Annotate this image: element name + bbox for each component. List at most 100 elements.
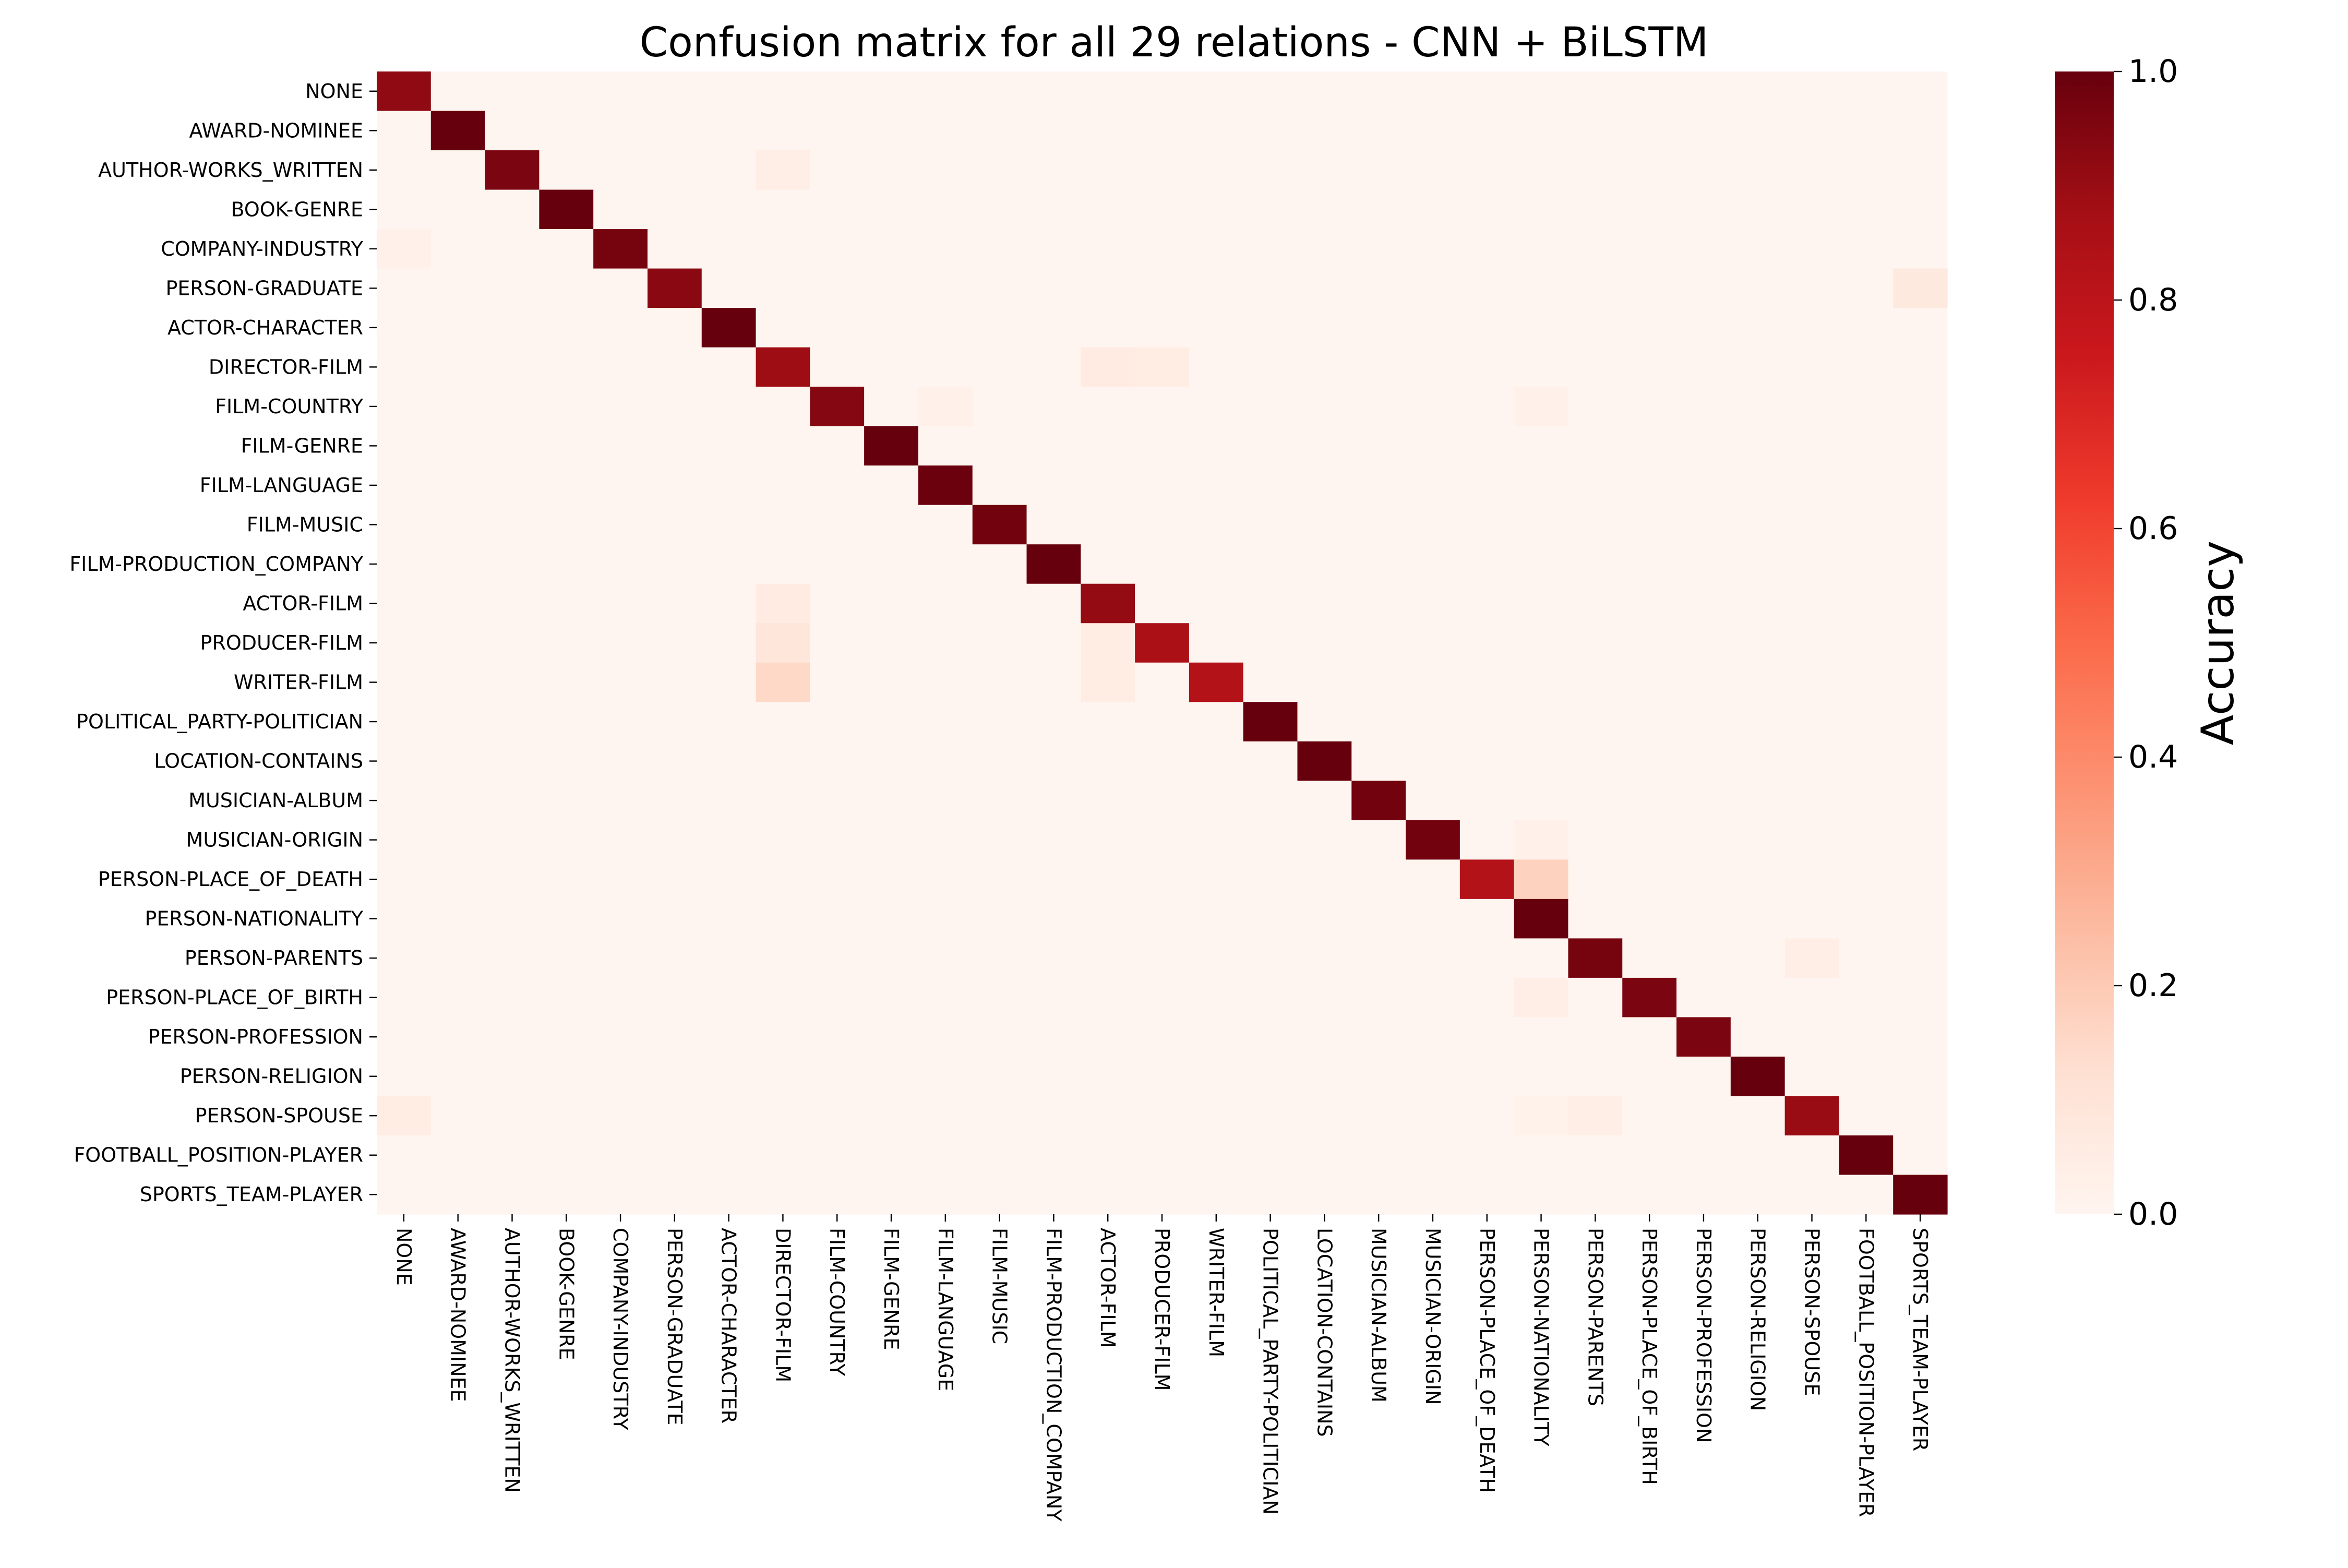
heatmap-cell bbox=[1189, 820, 1244, 860]
heatmap-cell bbox=[1026, 977, 1081, 1018]
heatmap-cell bbox=[593, 859, 648, 900]
heatmap-cell bbox=[1568, 662, 1623, 702]
heatmap-cell bbox=[1676, 268, 1731, 308]
heatmap-cell bbox=[485, 623, 540, 663]
heatmap-cell bbox=[972, 465, 1027, 506]
heatmap-cell bbox=[1730, 977, 1786, 1018]
heatmap-cell bbox=[539, 71, 594, 112]
heatmap-cell bbox=[972, 229, 1027, 269]
heatmap-cell bbox=[647, 820, 702, 860]
heatmap-cell bbox=[1351, 741, 1406, 781]
heatmap-cell bbox=[377, 465, 432, 506]
heatmap-cell bbox=[1459, 859, 1515, 900]
heatmap-cell bbox=[918, 150, 973, 190]
y-tick-label: SPORTS_TEAM-PLAYER bbox=[140, 1183, 363, 1206]
heatmap-cell bbox=[1730, 71, 1786, 112]
heatmap-cell bbox=[810, 465, 865, 506]
heatmap-cell bbox=[1243, 938, 1298, 978]
heatmap-cell bbox=[810, 505, 865, 545]
heatmap-cell bbox=[1406, 623, 1460, 663]
heatmap-cell bbox=[430, 938, 486, 978]
heatmap-cell bbox=[1622, 505, 1677, 545]
y-tick-label: AWARD-NOMINEE bbox=[189, 119, 363, 142]
heatmap-cell bbox=[485, 1135, 540, 1176]
heatmap-cell bbox=[647, 1135, 702, 1176]
heatmap-cell bbox=[647, 229, 702, 269]
heatmap-cell bbox=[1839, 544, 1894, 584]
heatmap-cell bbox=[1514, 150, 1569, 190]
heatmap-cell bbox=[647, 111, 702, 151]
heatmap-cell bbox=[1297, 1056, 1352, 1097]
heatmap-cell bbox=[593, 899, 648, 939]
heatmap-cell bbox=[539, 977, 594, 1018]
heatmap-cell bbox=[864, 859, 919, 900]
heatmap-cell bbox=[1568, 938, 1623, 978]
x-tick-label: FILM-COUNTRY bbox=[825, 1228, 848, 1377]
y-tick-label: WRITER-FILM bbox=[234, 671, 363, 694]
heatmap-cell bbox=[1297, 308, 1352, 348]
heatmap-cell bbox=[1406, 1096, 1460, 1136]
heatmap-cell bbox=[485, 229, 540, 269]
y-tick-label: ACTOR-FILM bbox=[243, 592, 363, 615]
heatmap-cell bbox=[1459, 111, 1515, 151]
heatmap-cell bbox=[1297, 820, 1352, 860]
heatmap-cell bbox=[1676, 387, 1731, 427]
heatmap-cell bbox=[593, 347, 648, 387]
heatmap-cell bbox=[1784, 268, 1840, 308]
heatmap-cell bbox=[1514, 308, 1569, 348]
heatmap-cell bbox=[1784, 859, 1840, 900]
heatmap-cell bbox=[1784, 977, 1840, 1018]
heatmap-cell bbox=[1514, 741, 1569, 781]
heatmap-cell bbox=[1839, 859, 1894, 900]
heatmap-cell bbox=[972, 1135, 1027, 1176]
heatmap-cell bbox=[1026, 505, 1081, 545]
heatmap-cell bbox=[972, 387, 1027, 427]
heatmap-cell bbox=[1676, 781, 1731, 821]
heatmap-cell bbox=[756, 544, 810, 584]
heatmap-cell bbox=[1243, 820, 1298, 860]
heatmap-cell bbox=[1459, 977, 1515, 1018]
heatmap-cell bbox=[1730, 426, 1786, 466]
heatmap-cell bbox=[1893, 150, 1948, 190]
heatmap-cell bbox=[430, 426, 486, 466]
heatmap-cell bbox=[485, 71, 540, 112]
x-tick-label: NONE bbox=[392, 1228, 415, 1286]
heatmap-cell bbox=[377, 583, 432, 624]
heatmap-cell bbox=[593, 938, 648, 978]
heatmap-cell bbox=[864, 702, 919, 742]
heatmap-cell bbox=[1135, 308, 1190, 348]
heatmap-cell bbox=[539, 465, 594, 506]
heatmap-cell bbox=[810, 347, 865, 387]
heatmap-cell bbox=[1026, 1175, 1081, 1215]
x-tick-label: FOOTBALL_POSITION-PLAYER bbox=[1854, 1228, 1877, 1517]
heatmap-cell bbox=[972, 544, 1027, 584]
x-tick-label: COMPANY-INDUSTRY bbox=[609, 1228, 632, 1431]
heatmap-cell bbox=[430, 71, 486, 112]
heatmap-cell bbox=[701, 1056, 757, 1097]
x-tick-label: POLITICAL_PARTY-POLITICIAN bbox=[1259, 1228, 1282, 1515]
heatmap-cell bbox=[1406, 505, 1460, 545]
heatmap-cell bbox=[1839, 1175, 1894, 1215]
heatmap-cell bbox=[430, 859, 486, 900]
colorbar-tick-label: 0.8 bbox=[2128, 282, 2178, 318]
heatmap-cell bbox=[1406, 347, 1460, 387]
heatmap-cell bbox=[864, 1135, 919, 1176]
heatmap-cell bbox=[1730, 387, 1786, 427]
heatmap-cell bbox=[1784, 820, 1840, 860]
heatmap-cell bbox=[1081, 1056, 1135, 1097]
heatmap-cell bbox=[918, 268, 973, 308]
heatmap-cell bbox=[810, 544, 865, 584]
heatmap-cell bbox=[593, 662, 648, 702]
heatmap-cell bbox=[1351, 465, 1406, 506]
heatmap-cell bbox=[1893, 859, 1948, 900]
heatmap-cell bbox=[593, 1017, 648, 1057]
heatmap-cell bbox=[1839, 781, 1894, 821]
heatmap-cell bbox=[1351, 189, 1406, 230]
heatmap-cell bbox=[485, 662, 540, 702]
heatmap-cell bbox=[1135, 111, 1190, 151]
heatmap-cell bbox=[1081, 1175, 1135, 1215]
heatmap-cell bbox=[810, 702, 865, 742]
heatmap-cell bbox=[593, 820, 648, 860]
heatmap-cell bbox=[701, 859, 757, 900]
heatmap-cell bbox=[1514, 505, 1569, 545]
